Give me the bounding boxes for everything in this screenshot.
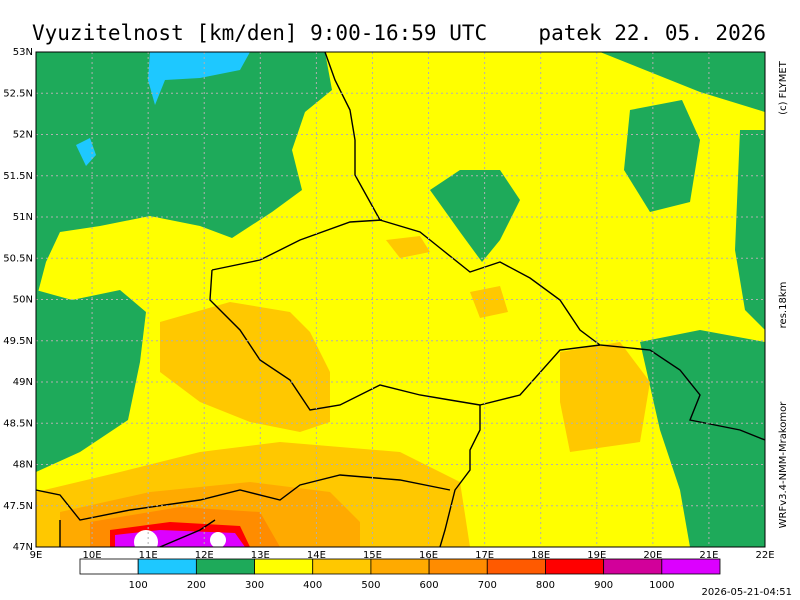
legend-swatch	[370, 558, 430, 575]
lon-label: 19E	[587, 550, 606, 561]
lon-label: 20E	[643, 550, 662, 561]
grid	[36, 52, 765, 547]
legend-swatch	[137, 558, 197, 575]
lat-label: 48N	[13, 460, 33, 471]
legend-label: 100	[129, 580, 148, 591]
lon-label: 10E	[83, 550, 102, 561]
lon-label: 16E	[419, 550, 438, 561]
legend-swatch	[428, 558, 488, 575]
model: WRFv3.4-NMM-Mrakomor	[778, 401, 789, 529]
lat-label: 53N	[13, 47, 33, 58]
lat-label: 47.5N	[3, 501, 33, 512]
date: patek 22. 05. 2026	[538, 21, 766, 45]
lon-label: 9E	[30, 550, 43, 561]
lat-label: 49.5N	[3, 336, 33, 347]
map	[35, 51, 766, 548]
legend-swatch	[486, 558, 546, 575]
legend-label: 400	[303, 580, 322, 591]
legend-swatch	[661, 558, 721, 575]
legend-label: 1000	[649, 580, 674, 591]
resolution: res.18km	[778, 282, 789, 329]
legend-swatch	[603, 558, 663, 575]
lat-label: 52.5N	[3, 88, 33, 99]
lon-label: 21E	[699, 550, 718, 561]
lat-label: 50N	[13, 295, 33, 306]
legend: 100 200 300 400 500 600 700 800 900 1000	[79, 558, 721, 591]
copyright: (c) FLYMET	[778, 60, 789, 115]
lat-label: 51N	[13, 212, 33, 223]
lat-label: 49N	[13, 377, 33, 388]
lat-label: 50.5N	[3, 253, 33, 264]
lon-label: 18E	[531, 550, 550, 561]
lon-label: 15E	[363, 550, 382, 561]
lat-label: 47N	[13, 542, 33, 553]
lat-label: 48.5N	[3, 418, 33, 429]
legend-label: 700	[478, 580, 497, 591]
legend-swatch	[312, 558, 372, 575]
legend-label: 900	[594, 580, 613, 591]
lon-label: 13E	[251, 550, 270, 561]
timestamp: 2026-05-21-04:51	[701, 587, 792, 598]
map-frame	[35, 51, 766, 548]
legend-label: 800	[536, 580, 555, 591]
lat-label: 52N	[13, 130, 33, 141]
legend-label: 500	[361, 580, 380, 591]
title: Vyuzitelnost [km/den] 9:00-16:59 UTC	[32, 21, 487, 45]
legend-label: 200	[187, 580, 206, 591]
legend-swatch	[79, 558, 139, 575]
legend-swatch	[254, 558, 314, 575]
legend-label: 300	[245, 580, 264, 591]
legend-swatch	[545, 558, 605, 575]
lat-label: 51.5N	[3, 171, 33, 182]
lon-label: 11E	[139, 550, 158, 561]
lon-label: 14E	[307, 550, 326, 561]
lon-label: 12E	[195, 550, 214, 561]
lon-label: 17E	[475, 550, 494, 561]
legend-label: 600	[420, 580, 439, 591]
legend-swatch	[195, 558, 255, 575]
lon-label: 22E	[755, 550, 774, 561]
